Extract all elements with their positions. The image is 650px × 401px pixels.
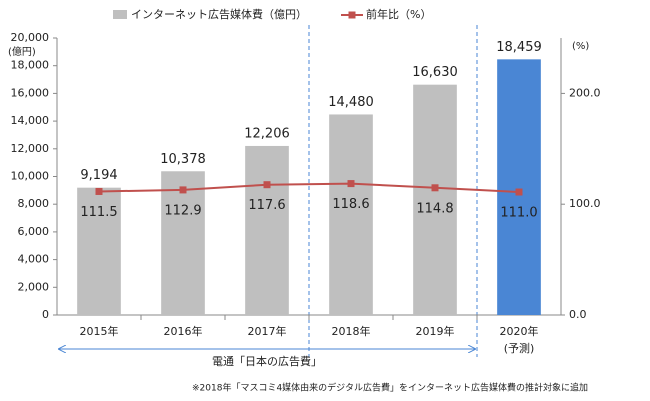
bar-label: 9,194 <box>80 168 117 183</box>
line-marker <box>515 188 523 196</box>
y-tick-label: 18,000 <box>11 59 50 72</box>
bar <box>329 114 373 316</box>
line-label: 118.6 <box>332 197 369 212</box>
x-tick-label: 2015年 <box>80 324 119 338</box>
y-tick-label: 2,000 <box>18 280 50 293</box>
y-tick-label: 6,000 <box>18 225 50 238</box>
y2-unit: (%) <box>572 41 589 52</box>
y-tick-label: 12,000 <box>11 142 50 155</box>
bar-label: 18,459 <box>496 40 542 55</box>
y2-tick-label: 0.0 <box>569 308 587 321</box>
line-marker <box>431 184 439 192</box>
y2-tick-label: 100.0 <box>569 197 601 210</box>
x-tick-label: 2019年 <box>416 324 455 338</box>
bar-label: 14,480 <box>328 95 374 110</box>
y-unit: (億円) <box>8 45 36 58</box>
y-tick-label: 0 <box>42 308 49 321</box>
bar <box>497 59 541 315</box>
bar <box>77 187 121 315</box>
bar-label: 16,630 <box>412 65 458 80</box>
bar <box>161 171 205 315</box>
x-tick-label: 2020年 <box>500 324 539 338</box>
legend-swatch <box>113 10 127 19</box>
x-tick-label: 2016年 <box>164 324 203 338</box>
legend-swatch <box>348 11 356 19</box>
line-marker <box>95 187 103 195</box>
y2-tick-label: 200.0 <box>569 86 601 99</box>
line-label: 111.0 <box>500 206 537 221</box>
legend-label: 前年比（%） <box>366 7 431 21</box>
line-marker <box>347 180 355 188</box>
y-tick-label: 14,000 <box>11 114 50 127</box>
legend-label: インターネット広告媒体費（億円） <box>131 7 307 21</box>
line-label: 111.5 <box>80 205 117 220</box>
x-tick-label: 2018年 <box>332 324 371 338</box>
source: 電通「日本の広告費」 <box>212 354 322 368</box>
bar-label: 10,378 <box>160 152 206 167</box>
line-marker <box>179 186 187 194</box>
bar <box>245 145 289 315</box>
footnote: ※2018年「マスコミ4媒体由来のデジタル広告費」をインターネット広告媒体費の推… <box>192 382 588 394</box>
x-tick-label: 2017年 <box>248 324 287 338</box>
y-tick-label: 10,000 <box>11 170 50 183</box>
forecast-note: (予測) <box>504 341 535 355</box>
line-label: 114.8 <box>416 201 453 216</box>
y-tick-label: 20,000 <box>11 31 50 44</box>
y-tick-label: 4,000 <box>18 253 50 266</box>
line-marker <box>263 181 271 189</box>
bar-label: 12,206 <box>244 126 290 141</box>
y-tick-label: 16,000 <box>11 86 50 99</box>
line-label: 117.6 <box>248 198 285 213</box>
y-tick-label: 8,000 <box>18 197 50 210</box>
line-label: 112.9 <box>164 203 201 218</box>
line <box>98 182 520 194</box>
bar <box>413 84 457 315</box>
